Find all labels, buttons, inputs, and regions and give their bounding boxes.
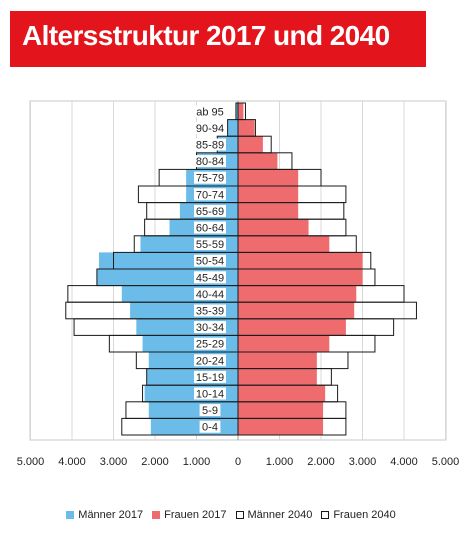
bar-frauen-2017 — [238, 219, 309, 236]
category-label: 60-64 — [196, 223, 224, 235]
category-label: 35-39 — [196, 306, 224, 318]
category-label-bg — [194, 171, 226, 184]
category-label-bg — [194, 271, 226, 284]
category-label: 80-84 — [196, 156, 224, 168]
bar-frauen-2017 — [238, 285, 357, 303]
category-label-bg — [194, 121, 226, 134]
category-label-bg — [194, 188, 226, 201]
bar-frauen-2017 — [238, 252, 363, 269]
category-label-bg — [199, 404, 221, 417]
bar-frauen-2017 — [238, 136, 263, 153]
category-label-bg — [199, 420, 221, 433]
legend-item: Männer 2017 — [66, 506, 143, 524]
x-tick-label: 5.000 — [17, 456, 45, 468]
category-label: 40-44 — [196, 289, 224, 301]
title-banner: Altersstruktur 2017 und 2040 — [10, 11, 426, 67]
bar-frauen-2017 — [238, 302, 355, 319]
category-label-bg — [194, 254, 226, 267]
category-label: 0-4 — [202, 422, 218, 434]
bar-maenner-2017 — [150, 418, 238, 435]
x-tick-label: 1.000 — [183, 456, 211, 468]
bar-frauen-2017 — [238, 335, 330, 352]
bar-frauen-2017 — [238, 119, 255, 137]
category-label: 10-14 — [196, 389, 224, 401]
x-tick-label: 2.000 — [141, 456, 169, 468]
x-tick-label: 1.000 — [266, 456, 294, 468]
bar-frauen-2017 — [238, 152, 278, 170]
legend-label: Frauen 2040 — [333, 509, 396, 521]
legend-swatch — [152, 511, 161, 519]
category-label-bg — [194, 105, 226, 118]
chart-legend: Männer 2017 Frauen 2017 Männer 2040 Frauen … — [0, 506, 462, 524]
x-tick-label: 4.000 — [58, 456, 86, 468]
category-label-bg — [194, 337, 226, 350]
category-label: 90-94 — [196, 123, 224, 135]
bar-maenner-2017 — [227, 119, 238, 137]
bar-frauen-2017 — [238, 186, 299, 203]
x-tick-label: 2.000 — [307, 456, 335, 468]
category-label: 15-19 — [196, 372, 224, 384]
bar-frauen-2017 — [238, 401, 324, 419]
category-label: 45-49 — [196, 272, 224, 284]
category-label-bg — [194, 221, 226, 234]
category-label: 50-54 — [196, 256, 224, 268]
x-tick-label: 5.000 — [432, 456, 460, 468]
category-label-bg — [194, 354, 226, 367]
legend-label: Männer 2040 — [247, 509, 313, 521]
category-label: 20-24 — [196, 355, 224, 367]
x-tick-label: 0 — [235, 456, 241, 468]
bar-frauen-2017 — [238, 368, 317, 386]
bar-frauen-2017 — [238, 235, 330, 253]
category-label-bg — [194, 370, 226, 383]
bar-frauen-2017 — [238, 318, 346, 336]
x-tick-label: 3.000 — [100, 456, 128, 468]
legend-item: Frauen 2040 — [321, 506, 396, 524]
category-label-bg — [194, 304, 226, 317]
category-label: 75-79 — [196, 173, 224, 185]
bar-maenner-2017 — [235, 103, 238, 120]
legend-label: Männer 2017 — [78, 509, 144, 521]
bar-frauen-2017 — [238, 169, 299, 186]
bar-frauen-2017 — [238, 202, 299, 220]
bar-frauen-2017 — [238, 103, 244, 120]
category-label: 65-69 — [196, 206, 224, 218]
category-label-bg — [194, 204, 226, 217]
x-tick-label: 4.000 — [390, 456, 418, 468]
category-label: 30-34 — [196, 322, 224, 334]
category-label-bg — [194, 238, 226, 251]
legend-swatch — [321, 511, 330, 519]
legend-item: Frauen 2017 — [152, 506, 227, 524]
bar-frauen-2040 — [237, 417, 347, 436]
bar-frauen-2017 — [238, 352, 317, 369]
bar-frauen-2017 — [238, 269, 363, 286]
category-label-bg — [194, 321, 226, 334]
legend-swatch — [235, 511, 244, 519]
legend-label: Frauen 2017 — [164, 509, 227, 521]
bar-frauen-2017 — [238, 418, 324, 435]
category-label: 5-9 — [202, 405, 218, 417]
category-label-bg — [194, 287, 226, 300]
bar-maenner-2017 — [148, 401, 238, 419]
category-label-bg — [194, 387, 226, 400]
x-tick-label: 3.000 — [349, 456, 377, 468]
category-label: 70-74 — [196, 189, 224, 201]
chart-title: Altersstruktur 2017 und 2040 — [22, 20, 390, 51]
category-label: ab 95 — [196, 106, 224, 118]
category-label-bg — [194, 155, 226, 168]
category-label: 55-59 — [196, 239, 224, 251]
bar-frauen-2017 — [238, 385, 326, 402]
category-label: 85-89 — [196, 140, 224, 152]
legend-item: Männer 2040 — [235, 506, 313, 524]
category-label-bg — [194, 138, 226, 151]
legend-swatch — [66, 511, 75, 519]
category-label: 25-29 — [196, 339, 224, 351]
